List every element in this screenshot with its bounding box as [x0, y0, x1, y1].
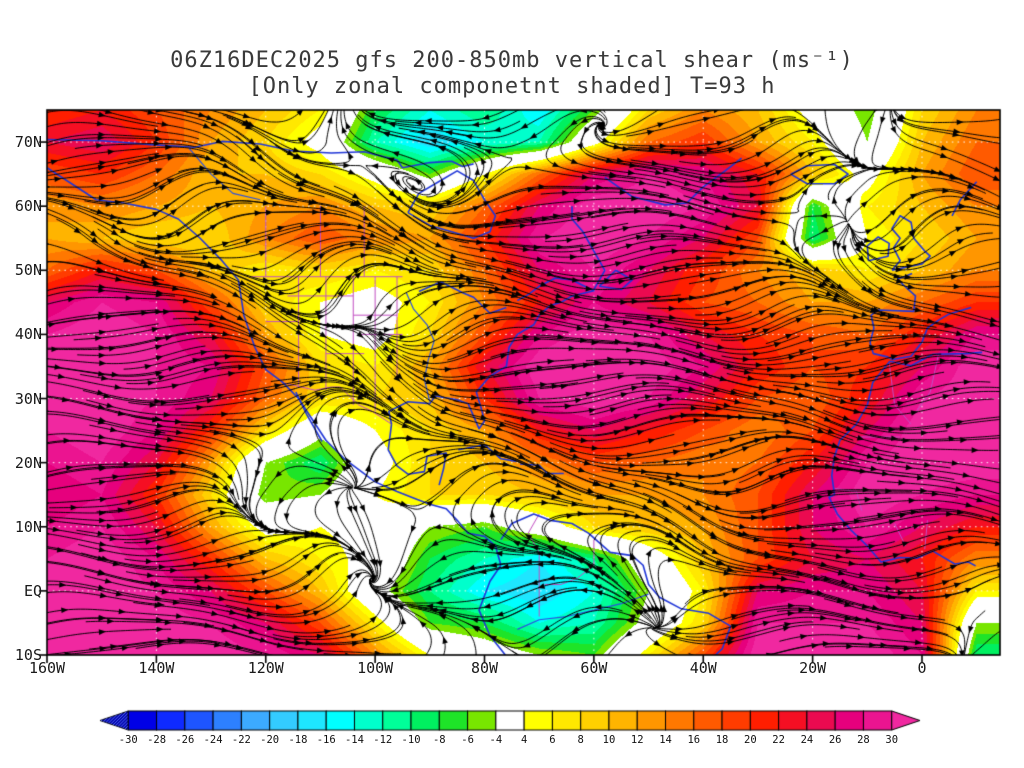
colorbar-tick-label: 4: [520, 734, 528, 746]
lat-tick-label: EQ: [23, 581, 42, 600]
plot-title-block: 06Z16DEC2025 gfs 200-850mb vertical shea…: [0, 48, 1024, 100]
plot-subtitle: [Only zonal componetnt shaded] T=93 h: [248, 74, 776, 99]
lon-tick-label: 20W: [799, 659, 827, 677]
colorbar-tick-label: 14: [659, 734, 672, 746]
lat-tick-label: 40N: [14, 325, 42, 344]
colorbar-tick-label: 26: [828, 734, 842, 746]
colorbar-tick-label: -26: [175, 734, 195, 746]
colorbar-tick-label: -12: [373, 734, 393, 746]
colorbar-tick-label: 24: [800, 734, 814, 746]
colorbar-tick-label: -4: [489, 734, 503, 746]
colorbar-tick-label: 8: [577, 734, 584, 746]
colorbar-tick-label: -18: [288, 734, 308, 746]
colorbar-tick-label: 28: [857, 734, 870, 746]
lon-tick-label: 40W: [689, 659, 717, 677]
colorbar-tick-label: -10: [401, 734, 421, 746]
colorbar-tick-label: -28: [147, 734, 167, 746]
lat-tick-label: 50N: [14, 261, 42, 280]
colorbar-tick-label: -16: [316, 734, 336, 746]
lon-tick-label: 60W: [580, 659, 608, 677]
plot-title: 06Z16DEC2025 gfs 200-850mb vertical shea…: [170, 48, 854, 73]
lat-tick-label: 70N: [14, 133, 42, 152]
colorbar-tick-label: -22: [231, 734, 251, 746]
colorbar-tick-label: 10: [602, 734, 616, 746]
lon-tick-label: 160W: [28, 659, 66, 677]
colorbar-tick-label: -30: [118, 734, 138, 746]
lon-tick-label: 140W: [138, 659, 175, 677]
colorbar-tick-label: 6: [549, 734, 556, 746]
colorbar-tick-label: -8: [432, 734, 446, 746]
colorbar-tick-label: -6: [461, 734, 474, 746]
colorbar-tick-label: 22: [772, 734, 785, 746]
colorbar-tick-label: 16: [687, 734, 701, 746]
lat-tick-label: 20N: [14, 453, 42, 472]
colorbar-tick-label: 20: [744, 734, 757, 746]
colorbar-tick-label: -24: [203, 734, 223, 746]
lat-tick-label: 30N: [14, 389, 42, 408]
lon-tick-label: 80W: [470, 659, 499, 677]
colorbar-tick-label: 18: [715, 734, 729, 746]
colorbar-tick-label: -20: [260, 734, 280, 746]
lat-tick-label: 10S: [14, 646, 42, 664]
lon-tick-label: 100W: [357, 659, 394, 677]
lat-tick-label: 60N: [14, 197, 42, 216]
colorbar-tick-label: -14: [344, 734, 364, 746]
lon-tick-label: 120W: [247, 659, 284, 677]
lat-tick-label: 10N: [14, 517, 42, 536]
colorbar-tick-label: 12: [630, 734, 644, 746]
colorbar-tick-label: 30: [885, 734, 899, 746]
lon-tick-label: 0: [917, 659, 927, 677]
